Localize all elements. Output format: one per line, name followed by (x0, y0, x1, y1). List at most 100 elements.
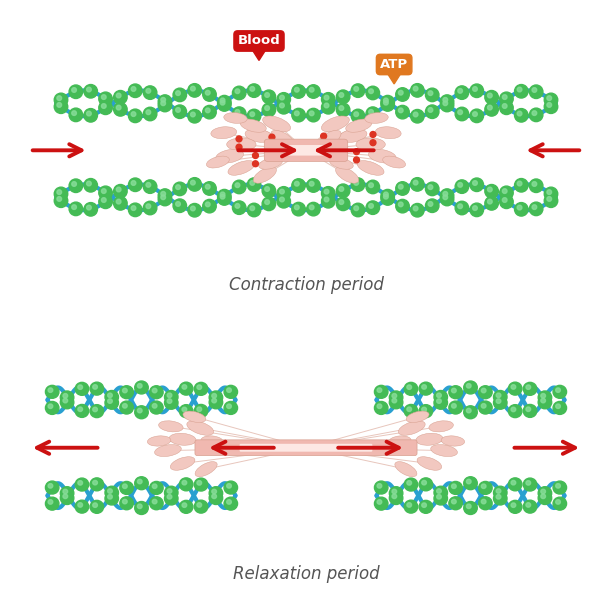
Circle shape (247, 109, 261, 123)
Circle shape (105, 390, 119, 403)
Circle shape (449, 386, 463, 398)
Circle shape (526, 480, 531, 485)
Circle shape (90, 478, 103, 491)
Circle shape (78, 480, 83, 485)
Ellipse shape (155, 444, 181, 457)
Circle shape (440, 192, 454, 206)
Circle shape (407, 385, 411, 389)
Circle shape (235, 204, 240, 208)
Circle shape (277, 187, 291, 200)
Circle shape (541, 394, 545, 398)
Circle shape (479, 497, 492, 510)
Ellipse shape (215, 149, 244, 163)
Circle shape (265, 106, 269, 110)
Ellipse shape (195, 461, 217, 477)
Circle shape (69, 108, 83, 122)
Circle shape (496, 399, 501, 403)
Circle shape (466, 504, 471, 509)
Circle shape (99, 101, 113, 114)
Circle shape (464, 381, 477, 394)
Circle shape (532, 111, 537, 116)
Circle shape (135, 381, 148, 394)
Ellipse shape (271, 130, 294, 147)
Circle shape (99, 195, 113, 209)
Circle shape (425, 88, 439, 102)
Circle shape (114, 103, 127, 116)
Circle shape (337, 184, 350, 198)
Circle shape (152, 499, 157, 504)
Circle shape (413, 181, 418, 185)
Circle shape (553, 497, 567, 510)
Text: Blood: Blood (237, 34, 280, 48)
Circle shape (366, 180, 379, 194)
Circle shape (398, 91, 403, 95)
Circle shape (472, 87, 477, 91)
Circle shape (102, 95, 106, 99)
Circle shape (493, 486, 507, 499)
FancyBboxPatch shape (286, 145, 326, 155)
Circle shape (354, 206, 359, 211)
Circle shape (488, 93, 492, 98)
Circle shape (511, 407, 516, 412)
Circle shape (57, 190, 62, 195)
Circle shape (517, 87, 522, 92)
Circle shape (485, 103, 498, 116)
Circle shape (253, 161, 258, 166)
Circle shape (129, 203, 142, 217)
Circle shape (218, 98, 231, 111)
Circle shape (541, 489, 545, 494)
Circle shape (413, 86, 418, 91)
Circle shape (102, 103, 106, 108)
Circle shape (173, 199, 187, 212)
Circle shape (389, 391, 403, 404)
Circle shape (218, 189, 231, 203)
Circle shape (556, 500, 561, 504)
Circle shape (377, 500, 382, 504)
Ellipse shape (318, 130, 341, 147)
Circle shape (135, 406, 148, 419)
Ellipse shape (431, 444, 457, 457)
Circle shape (84, 203, 97, 216)
Circle shape (224, 401, 237, 414)
Circle shape (544, 93, 558, 106)
Circle shape (351, 203, 365, 217)
Circle shape (479, 401, 492, 414)
Circle shape (396, 200, 409, 213)
Circle shape (280, 197, 285, 202)
Circle shape (526, 502, 531, 507)
Circle shape (436, 494, 441, 499)
Circle shape (158, 99, 172, 112)
Circle shape (253, 152, 258, 159)
Circle shape (176, 201, 181, 206)
Circle shape (354, 112, 359, 116)
Circle shape (99, 186, 113, 200)
Ellipse shape (228, 160, 255, 175)
Ellipse shape (441, 436, 465, 446)
Circle shape (381, 192, 394, 205)
Circle shape (137, 504, 142, 509)
Circle shape (143, 107, 157, 121)
Circle shape (532, 205, 537, 209)
Circle shape (75, 478, 89, 491)
Circle shape (452, 403, 456, 408)
Circle shape (499, 101, 513, 114)
Circle shape (440, 189, 454, 203)
Circle shape (129, 84, 142, 97)
Circle shape (321, 100, 335, 114)
Circle shape (78, 502, 83, 507)
FancyBboxPatch shape (264, 139, 348, 162)
Circle shape (538, 396, 551, 409)
Ellipse shape (159, 421, 183, 432)
Circle shape (488, 105, 492, 110)
Circle shape (120, 497, 133, 510)
Circle shape (135, 501, 148, 515)
Circle shape (149, 497, 163, 510)
Circle shape (368, 110, 373, 114)
Circle shape (86, 205, 91, 210)
Circle shape (224, 497, 237, 510)
Circle shape (470, 84, 483, 97)
Circle shape (235, 89, 240, 94)
Circle shape (45, 401, 59, 414)
Circle shape (220, 98, 225, 103)
Circle shape (389, 487, 403, 499)
